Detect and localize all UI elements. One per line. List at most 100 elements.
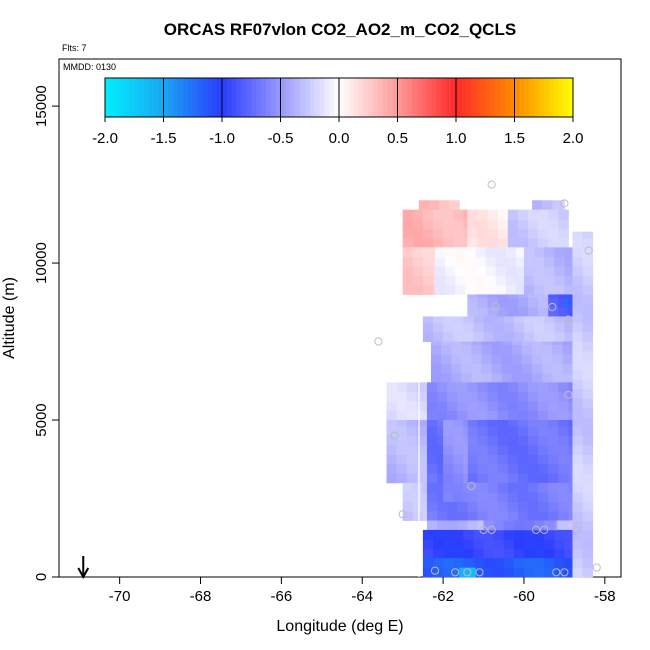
heatmap-cell [422,247,434,258]
heatmap-cell [544,567,555,578]
heatmap-cell [558,520,569,531]
heatmap-cell [457,501,468,512]
heatmap-cell [477,297,488,308]
colorbar-swatch [207,78,213,117]
heatmap-cell [386,382,398,393]
heatmap-cell [412,247,424,258]
heatmap-cell [437,382,448,393]
heatmap-cell [455,275,466,286]
heatmap-cell [412,219,424,229]
heatmap-cell [416,410,428,421]
heatmap-cell [453,237,464,248]
heatmap-cell [412,285,424,295]
colorbar-swatch [129,78,135,117]
heatmap-cell [538,420,549,427]
heatmap-cell [412,266,424,277]
heatmap-cell [554,332,565,342]
heatmap-cell [487,410,499,421]
heatmap-cell [544,275,555,286]
heatmap-cell [453,322,464,333]
heatmap-cell [437,482,448,493]
heatmap-cell [422,266,434,277]
heatmap-cell [426,492,438,503]
colorbar-swatch [270,78,277,117]
heatmap-cell [558,501,569,512]
heatmap-cell [507,463,519,474]
heatmap-cell [515,266,525,277]
colorbar-tick-label: 1.0 [446,130,467,147]
heatmap-cell [534,520,545,531]
heatmap-cell [568,297,573,308]
heatmap-cell [497,501,509,512]
sample-point [560,568,569,577]
heatmap-cell [528,209,539,220]
colorbar-swatch [124,78,130,117]
heatmap-cell [521,341,533,346]
heatmap-cell [449,200,460,211]
x-tick-label: -60 [513,588,535,605]
heatmap-cell [507,482,519,493]
heatmap-cell [396,445,408,455]
heatmap-cell [443,445,454,455]
heatmap-cell [517,454,529,465]
heatmap-cell [568,401,573,412]
heatmap-cell [528,426,539,437]
heatmap-cell [564,322,573,333]
heatmap-cell [544,529,555,540]
sample-point [548,302,557,312]
colorbar-swatch [529,78,535,117]
heatmap-cell [453,332,464,342]
heatmap-cell [523,529,535,540]
heatmap-cell [523,266,535,277]
heatmap-cell [558,410,569,421]
heatmap-cell [528,401,539,412]
colorbar-swatch [421,78,428,117]
heatmap-cell [443,322,454,333]
heatmap-cell [554,539,565,550]
heatmap-cell [572,231,583,239]
heatmap-cell [532,354,543,364]
heatmap-cell [487,401,499,412]
heatmap-cell [572,520,583,531]
heatmap-cell [432,285,436,295]
colorbar-tick-label: -1.0 [209,130,235,147]
heatmap-cell [548,219,559,229]
heatmap-cell [544,247,555,258]
heatmap-cell [582,285,594,295]
heatmap-cell [572,294,583,305]
heatmap-cell [558,463,569,474]
heatmap-cell [477,410,488,421]
heatmap-cell [548,209,559,220]
heatmap-cell [402,511,414,521]
heatmap-cell [445,247,456,258]
heatmap-cell [552,341,563,346]
heatmap-cell [422,237,434,248]
heatmap-cell [548,410,559,421]
heatmap-cell [507,294,519,298]
sample-point [398,510,407,519]
heatmap-cells [386,200,594,578]
heatmap-cell [445,275,456,286]
heatmap-cell [503,520,515,531]
heatmap-cell [582,426,594,437]
heatmap-cell [507,307,519,317]
heatmap-cell [453,539,464,550]
heatmap-cell [467,420,478,427]
heatmap-cell [461,372,472,383]
heatmap-cell [548,382,559,393]
heatmap-cell [497,228,509,239]
heatmap-cell [443,209,454,220]
heatmap-cell [422,492,428,503]
heatmap-cell [463,435,468,446]
heatmap-cell [528,420,539,427]
heatmap-cell [453,420,464,427]
heatmap-cell [437,520,448,531]
heatmap-cell [564,316,573,324]
heatmap-cell [406,410,418,421]
heatmap-cell [528,410,539,421]
heatmap-cell [487,219,499,229]
heatmap-cell [441,344,452,355]
heatmap-cell [473,567,484,578]
heatmap-cell [568,391,573,402]
heatmap-cell [564,567,575,578]
